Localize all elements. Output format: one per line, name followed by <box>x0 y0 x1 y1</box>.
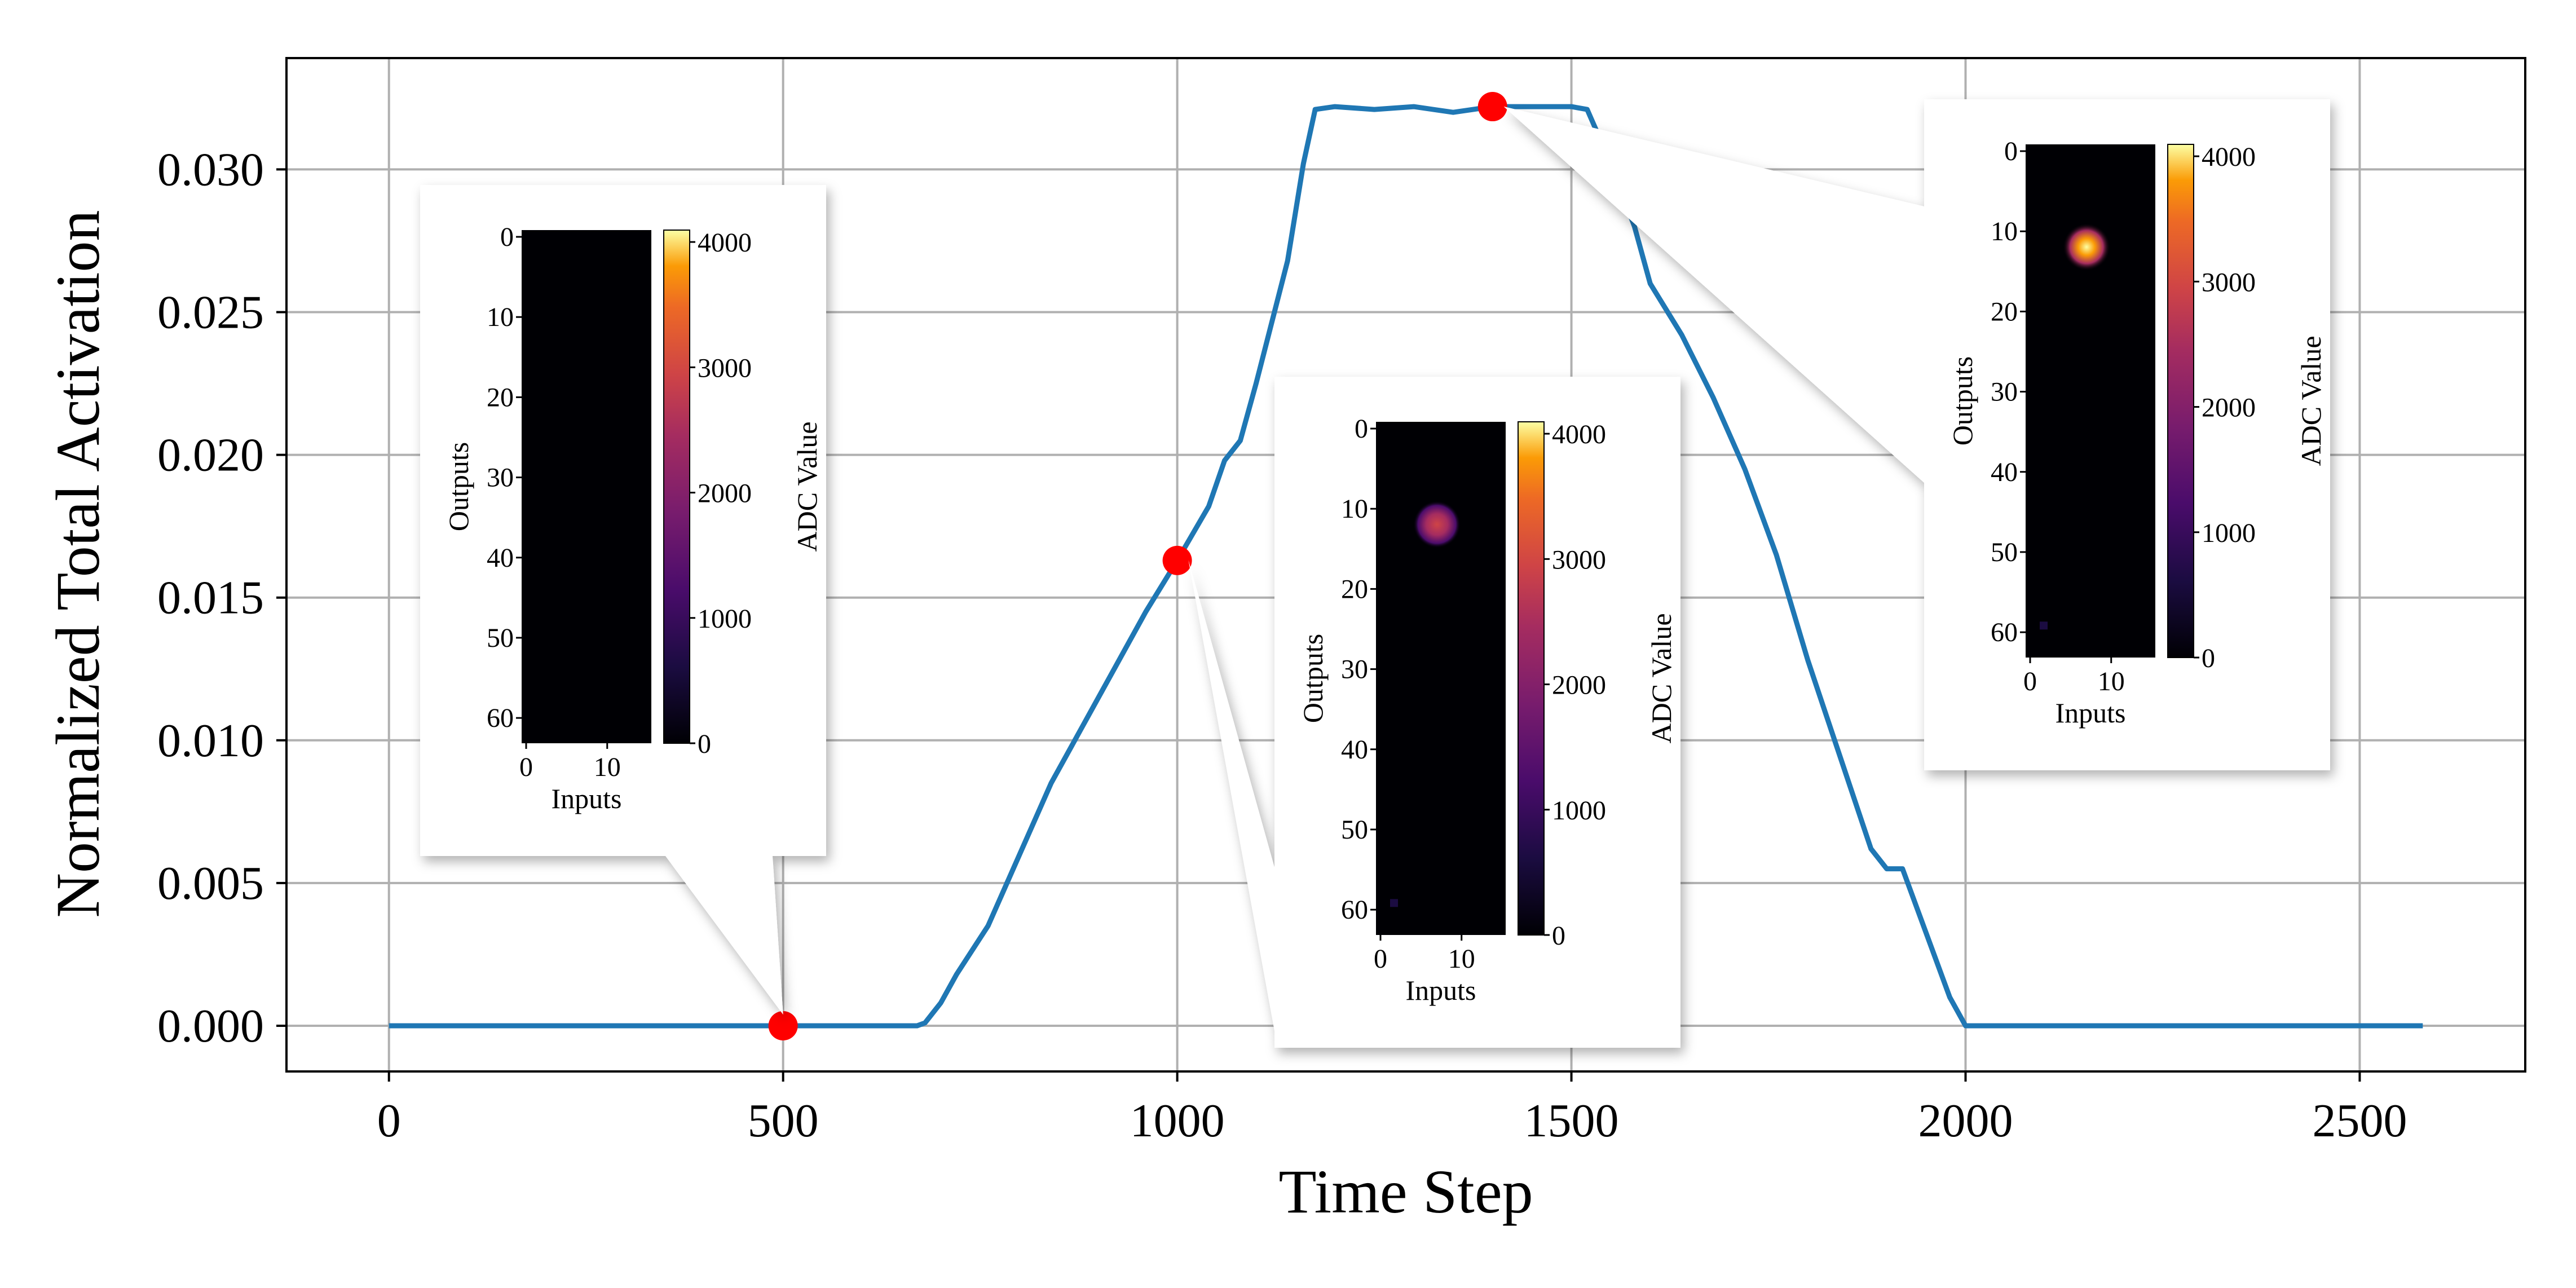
inset-y-tick-label: 30 <box>1991 377 2018 407</box>
colorbar-tick-label: 1000 <box>1552 796 1606 826</box>
inset-y-tick-label: 60 <box>487 703 514 733</box>
inset-y-tick-label: 60 <box>1991 617 2018 647</box>
colorbar-tick-label: 0 <box>698 729 711 759</box>
inset-x-label: Inputs <box>552 783 622 814</box>
highlight-point <box>1477 92 1507 122</box>
inset-y-tick-label: 40 <box>1341 735 1368 765</box>
y-tick-label: 0.005 <box>157 857 264 910</box>
inset-x-tick-label: 10 <box>2098 667 2125 696</box>
colorbar-tick-label: 3000 <box>2202 267 2256 297</box>
inset-y-tick-label: 0 <box>2004 136 2018 166</box>
inset-x-label: Inputs <box>2055 697 2126 729</box>
inset-x-tick-label: 0 <box>519 752 533 782</box>
colorbar-tick-label: 2000 <box>2202 393 2256 423</box>
heatmap <box>522 230 651 743</box>
axes <box>285 57 2526 1073</box>
colorbar-tick-label: 1000 <box>698 604 752 634</box>
callout-pointer-fill <box>665 856 783 1015</box>
colorbar-tick-label: 2000 <box>698 479 752 509</box>
highlight-point <box>768 1011 798 1041</box>
y-tick-label: 0.020 <box>157 429 264 482</box>
colorbar-tick-label: 3000 <box>1552 545 1606 575</box>
inset-y-label: Outputs <box>1947 356 1978 445</box>
x-tick-label: 2000 <box>1918 1095 2013 1147</box>
colorbar-tick-label: 4000 <box>2202 142 2256 172</box>
heatmap-dim-pixel <box>2040 621 2048 630</box>
inset-y-tick-label: 40 <box>1991 457 2018 487</box>
inset-x-tick-label: 10 <box>1448 944 1475 974</box>
heatmap-hotspot <box>1413 501 1461 548</box>
heatmap <box>1376 422 1506 935</box>
inset-x-label: Inputs <box>1406 974 1476 1006</box>
x-axis-label: Time Step <box>1278 1157 1533 1226</box>
x-tick-label: 1500 <box>1524 1095 1619 1147</box>
y-tick-label: 0.025 <box>157 286 264 339</box>
inset-y-tick-label: 20 <box>487 382 514 412</box>
inset-y-tick-label: 10 <box>1341 494 1368 524</box>
colorbar-tick-label: 3000 <box>698 353 752 383</box>
colorbar-tick-label: 4000 <box>1552 420 1606 449</box>
x-tick-label: 1000 <box>1130 1095 1225 1147</box>
y-tick-label: 0.030 <box>157 143 264 196</box>
heatmap <box>2026 144 2155 658</box>
colorbar <box>1518 421 1545 936</box>
highlight-point <box>1162 545 1192 575</box>
colorbar <box>2167 144 2194 658</box>
heatmap-hotspot <box>2063 223 2111 271</box>
x-tick-label: 0 <box>377 1095 401 1147</box>
callout-pointer-fill <box>1188 560 1274 1031</box>
colorbar-tick-label: 0 <box>1552 921 1565 951</box>
y-tick-label: 0.015 <box>157 572 264 624</box>
series-line <box>389 104 2423 1029</box>
y-ticks: 0.000 0.005 0.010 0.015 0.020 0.025 0.030 <box>157 143 286 1052</box>
inset-y-tick-label: 0 <box>1355 414 1368 444</box>
inset-y-tick-label: 60 <box>1341 895 1368 925</box>
inset-y-tick-label: 50 <box>1341 815 1368 845</box>
x-ticks: 0 500 1000 1500 2000 2500 <box>377 1071 2407 1147</box>
inset-y-label: Outputs <box>443 442 474 531</box>
y-axis-label: Normalized Total Activation <box>43 210 112 918</box>
colorbar-label: ADC Value <box>2295 336 2327 466</box>
inset-y-tick-label: 30 <box>487 463 514 493</box>
x-tick-label: 2500 <box>2312 1095 2407 1147</box>
y-tick-label: 0.000 <box>157 1000 264 1052</box>
colorbar-tick-label: 0 <box>2202 643 2215 673</box>
inset-y-tick-label: 20 <box>1991 297 2018 327</box>
plot-frame <box>285 57 2526 1073</box>
colorbar-tick-label: 1000 <box>2202 518 2256 548</box>
inset-y-label: Outputs <box>1297 634 1329 723</box>
colorbar-tick-label: 2000 <box>1552 671 1606 700</box>
inset-y-tick-label: 40 <box>487 543 514 573</box>
inset-x-tick-label: 0 <box>2023 667 2037 696</box>
callout-pointer-fill <box>1503 107 1924 483</box>
colorbar <box>663 230 690 744</box>
inset-y-tick-label: 10 <box>487 302 514 332</box>
inset-x-tick-label: 10 <box>594 752 621 782</box>
highlighted-points <box>768 92 1507 1041</box>
inset-y-tick-label: 50 <box>1991 537 2018 567</box>
inset-y-tick-label: 10 <box>1991 217 2018 246</box>
series <box>389 104 2423 1029</box>
colorbar-label: ADC Value <box>791 421 823 552</box>
inset-y-tick-label: 50 <box>487 623 514 653</box>
inset-y-tick-label: 20 <box>1341 574 1368 604</box>
y-tick-label: 0.010 <box>157 714 264 767</box>
inset-y-tick-label: 30 <box>1341 655 1368 685</box>
colorbar-tick-label: 4000 <box>698 228 752 258</box>
heatmap-dim-pixel <box>1390 899 1398 907</box>
inset-y-tick-label: 0 <box>500 222 514 252</box>
colorbar-label: ADC Value <box>1646 613 1677 743</box>
inset-x-tick-label: 0 <box>1374 944 1387 974</box>
x-tick-label: 500 <box>748 1095 819 1147</box>
